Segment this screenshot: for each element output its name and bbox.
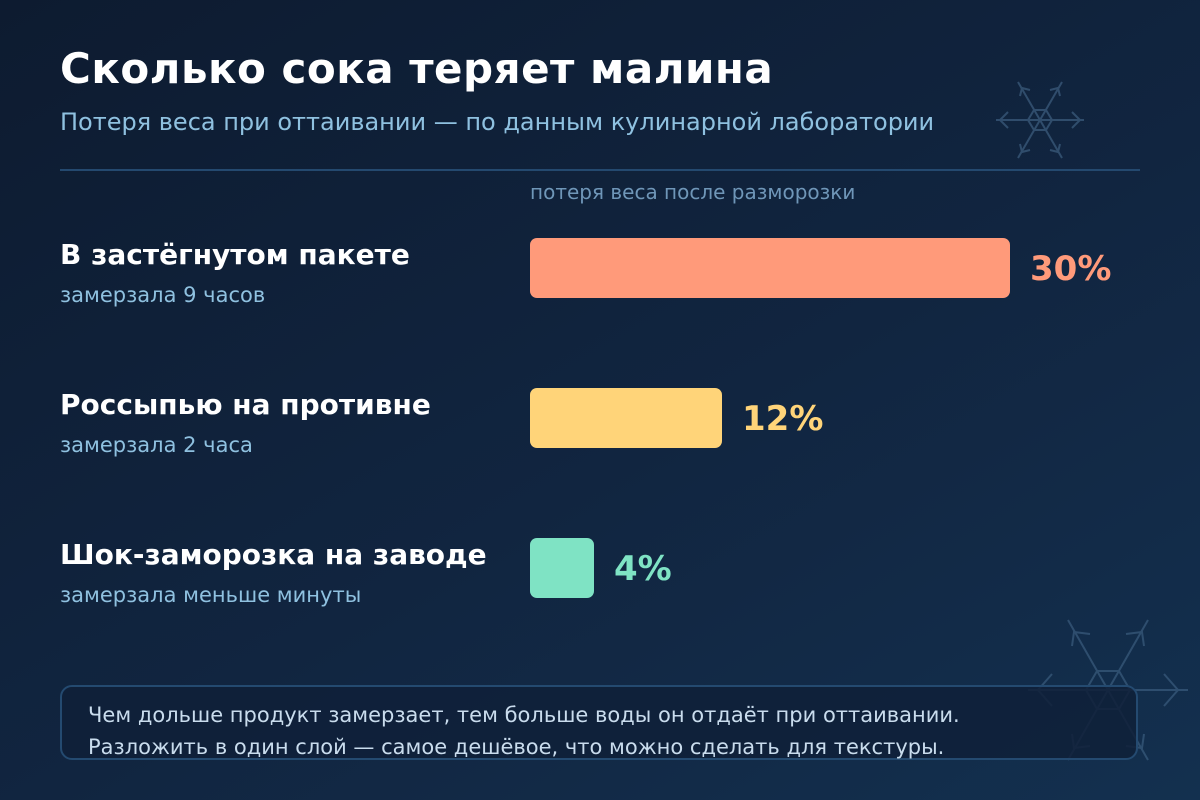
row-sub-shock: замерзала меньше минуты [60,583,362,607]
axis-caption: потеря веса после разморозки [530,180,856,204]
row-label-shock: Шок-заморозка на заводе [60,538,487,571]
value-label-bag: 30% [1030,249,1111,289]
value-label-shock: 4% [614,549,672,589]
note-line-1: Чем дольше продукт замерзает, тем больше… [88,703,960,727]
row-sub-bag: замерзала 9 часов [60,283,266,307]
value-label-tray: 12% [742,399,823,439]
row-sub-tray: замерзала 2 часа [60,433,253,457]
note-line-2: Разложить в один слой — самое дешёвое, ч… [88,735,945,759]
takeaway-note: Чем дольше продукт замерзает, тем больше… [60,685,1138,760]
bar-shock [530,538,594,598]
row-label-tray: Россыпью на противне [60,388,431,421]
bar-bag [530,238,1010,298]
bar-tray [530,388,722,448]
divider [60,169,1140,171]
page-title: Сколько сока теряет малина [60,44,774,93]
page-subtitle: Потеря веса при оттаивании — по данным к… [60,108,935,136]
row-label-bag: В застёгнутом пакете [60,238,410,271]
